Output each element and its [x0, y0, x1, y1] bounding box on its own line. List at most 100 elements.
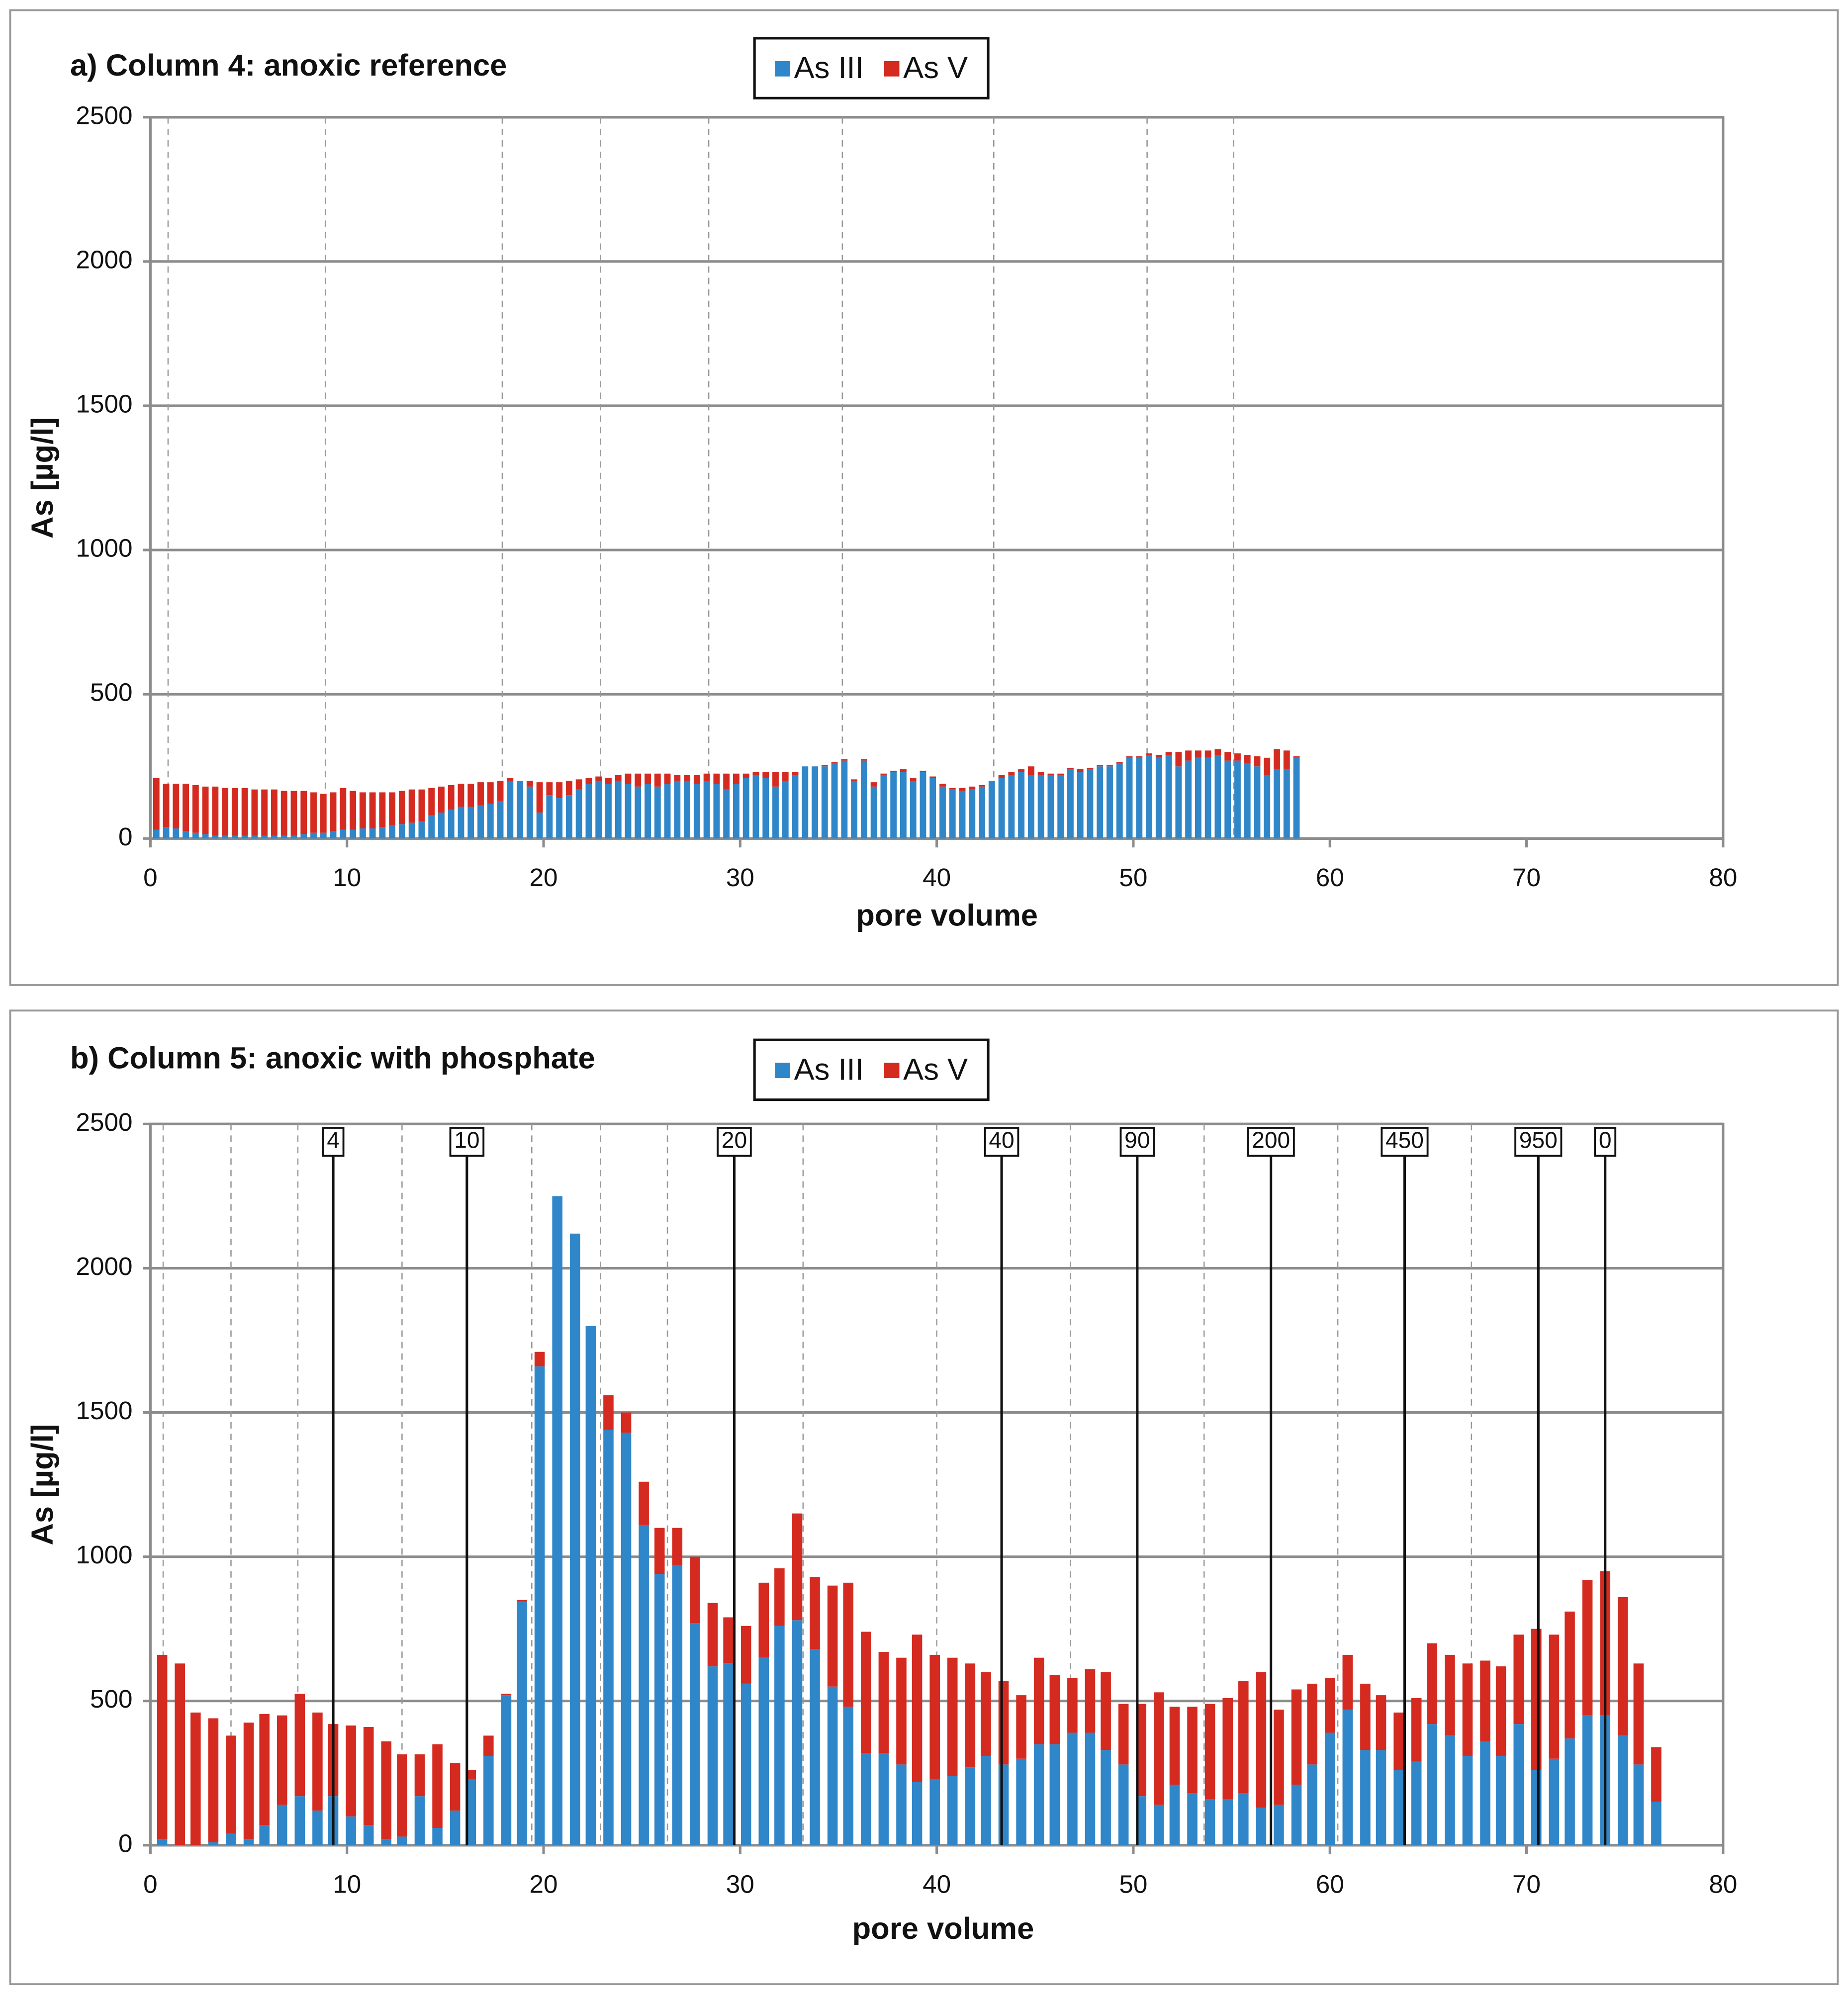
bar-segment	[507, 781, 514, 839]
x-tick-label: 50	[1119, 863, 1147, 892]
bar-segment	[1018, 772, 1025, 839]
bar-segment	[241, 788, 248, 836]
bar-segment	[1008, 775, 1015, 839]
bar-segment	[621, 1433, 632, 1845]
bar-segment	[1085, 1669, 1096, 1733]
bar-segment	[418, 789, 425, 821]
bar-segment	[517, 1601, 527, 1845]
bar-segment	[487, 804, 494, 839]
bar-segment	[1256, 1808, 1267, 1845]
annotation-box	[1594, 1127, 1617, 1157]
bar-segment	[672, 1528, 683, 1566]
bar-segment	[880, 775, 887, 839]
bar-segment	[929, 778, 936, 839]
bar-segment	[841, 760, 848, 839]
bar-segment	[998, 1681, 1009, 1765]
bar-segment	[397, 1754, 407, 1837]
bar-segment	[556, 782, 563, 799]
bar-segment	[912, 1634, 923, 1782]
bar-segment	[762, 778, 769, 839]
legend: As III As V	[753, 37, 990, 99]
bar-segment	[517, 1600, 527, 1602]
bar-segment	[1118, 1764, 1129, 1845]
bar-segment	[965, 1767, 976, 1845]
bar-segment	[1324, 1732, 1335, 1845]
bar-segment	[1293, 756, 1300, 758]
bar-segment	[742, 773, 749, 778]
bar-segment	[1480, 1660, 1490, 1741]
bar-segment	[585, 784, 592, 839]
bar-segment	[1495, 1755, 1506, 1845]
x-tick-label: 60	[1316, 1870, 1344, 1898]
bar-segment	[1169, 1784, 1180, 1845]
bar-segment	[1283, 769, 1290, 839]
bar-segment	[969, 786, 976, 790]
annotation-box	[449, 1127, 485, 1157]
bar-segment	[359, 828, 366, 839]
bar-segment	[1244, 755, 1251, 764]
bar-segment	[998, 778, 1005, 839]
bar-segment	[1342, 1710, 1353, 1845]
bar-segment	[1008, 772, 1015, 775]
bar-segment	[330, 792, 337, 831]
bar-segment	[920, 770, 926, 772]
bar-segment	[1411, 1761, 1422, 1845]
bar-segment	[438, 813, 445, 839]
y-tick-label: 0	[118, 822, 133, 851]
bar-segment	[226, 1833, 236, 1845]
bar-segment	[261, 835, 268, 839]
bar-segment	[1445, 1654, 1455, 1736]
bar-segment	[1204, 1704, 1215, 1799]
bar-segment	[157, 1839, 168, 1845]
bar-segment	[1513, 1724, 1524, 1845]
bar-segment	[1291, 1784, 1302, 1845]
bar-segment	[477, 782, 484, 806]
bar-segment	[1427, 1724, 1438, 1845]
bar-segment	[1175, 752, 1182, 767]
bar-segment	[939, 786, 946, 839]
bar-segment	[1617, 1597, 1628, 1736]
bar-segment	[1195, 750, 1201, 758]
bar-segment	[483, 1735, 494, 1756]
bar-segment	[1136, 1704, 1147, 1797]
bar-segment	[202, 786, 209, 834]
bar-segment	[690, 1556, 700, 1624]
bar-segment	[595, 781, 602, 839]
bar-segment	[703, 773, 710, 781]
bar-segment	[860, 759, 867, 761]
bar-segment	[1293, 757, 1300, 839]
bar-segment	[870, 782, 877, 787]
bar-segment	[222, 835, 229, 839]
bar-segment	[428, 788, 435, 816]
annotation-label: 4	[327, 1127, 340, 1153]
bar-segment	[1633, 1663, 1644, 1765]
bar-segment	[1027, 766, 1034, 775]
bar-segment	[654, 1528, 665, 1574]
bar-segment	[397, 1836, 407, 1845]
bar-segment	[1495, 1666, 1506, 1756]
bar-segment	[1214, 749, 1221, 755]
bar-segment	[1049, 1675, 1060, 1744]
annotation-box	[1514, 1127, 1563, 1157]
bar-segment	[418, 821, 425, 839]
bar-segment	[1136, 756, 1143, 758]
y-tick-label: 2500	[76, 1108, 133, 1136]
bar-segment	[831, 762, 838, 764]
bar-segment	[674, 775, 681, 781]
chart-title: b) Column 5: anoxic with phosphate	[70, 1041, 595, 1075]
bar-segment	[912, 1782, 923, 1845]
bar-segment	[575, 779, 582, 790]
bar-segment	[1165, 755, 1172, 839]
bar-segment	[432, 1828, 443, 1845]
bar-segment	[910, 781, 917, 839]
bar-segment	[163, 827, 170, 839]
bar-segment	[979, 785, 985, 787]
bar-segment	[1185, 750, 1192, 761]
bar-segment	[965, 1663, 976, 1768]
bar-segment	[690, 1623, 700, 1845]
bar-segment	[802, 766, 809, 839]
bar-segment	[1291, 1689, 1302, 1785]
bar-segment	[192, 832, 199, 839]
bar-segment	[350, 791, 356, 830]
bar-segment	[173, 784, 180, 828]
